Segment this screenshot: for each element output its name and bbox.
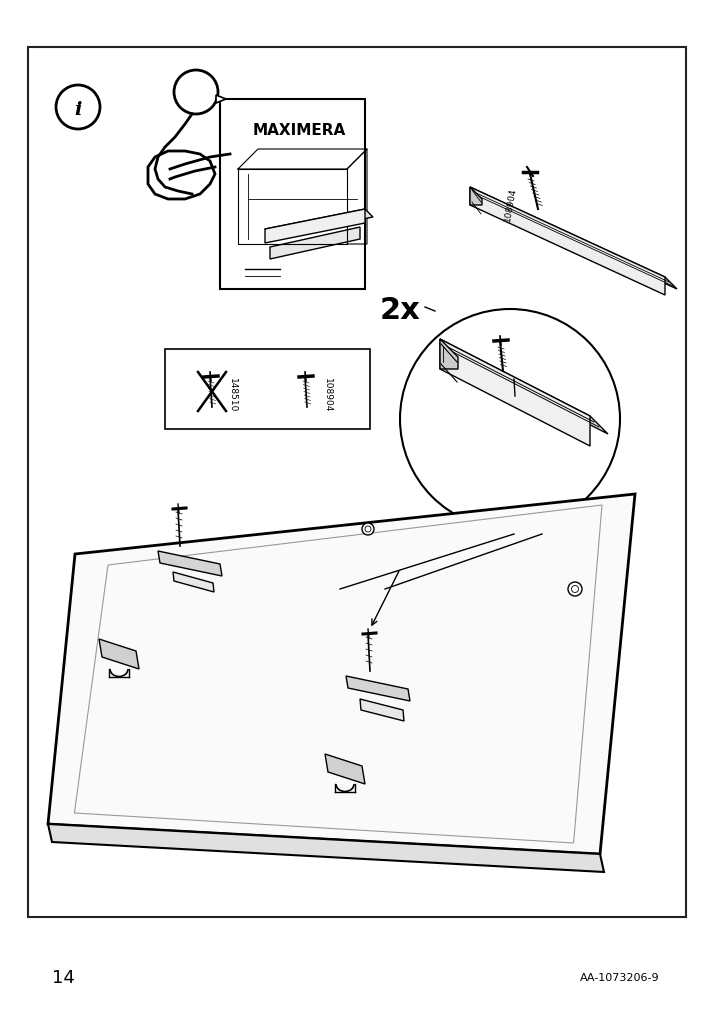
Polygon shape [346, 676, 410, 702]
Polygon shape [440, 340, 590, 447]
Polygon shape [470, 188, 677, 290]
Text: MAXIMERA: MAXIMERA [253, 122, 346, 137]
Circle shape [400, 309, 620, 530]
Polygon shape [148, 152, 215, 200]
Polygon shape [173, 572, 214, 592]
Circle shape [174, 71, 218, 115]
Circle shape [362, 524, 374, 536]
Circle shape [56, 86, 100, 129]
Polygon shape [158, 551, 222, 576]
Polygon shape [360, 700, 404, 721]
Polygon shape [270, 227, 360, 260]
Text: 2x: 2x [380, 295, 421, 325]
Text: 14: 14 [52, 969, 75, 986]
Text: i: i [74, 101, 81, 119]
Polygon shape [265, 210, 373, 238]
Bar [28, 48, 686, 917]
Polygon shape [216, 96, 226, 104]
Bar [220, 100, 365, 290]
Polygon shape [440, 340, 458, 370]
Polygon shape [470, 188, 665, 295]
Text: AA-1073206-9: AA-1073206-9 [580, 972, 660, 982]
Text: 108904: 108904 [323, 377, 331, 411]
Polygon shape [265, 210, 365, 244]
Polygon shape [440, 340, 608, 435]
Polygon shape [99, 639, 139, 669]
Polygon shape [470, 188, 482, 206]
Circle shape [568, 582, 582, 596]
Circle shape [571, 586, 578, 592]
Text: 148510: 148510 [228, 377, 236, 411]
Polygon shape [48, 824, 604, 872]
Polygon shape [48, 494, 635, 854]
Bar [165, 350, 370, 430]
Text: 108904: 108904 [503, 187, 518, 222]
Circle shape [365, 527, 371, 533]
Polygon shape [325, 754, 365, 785]
